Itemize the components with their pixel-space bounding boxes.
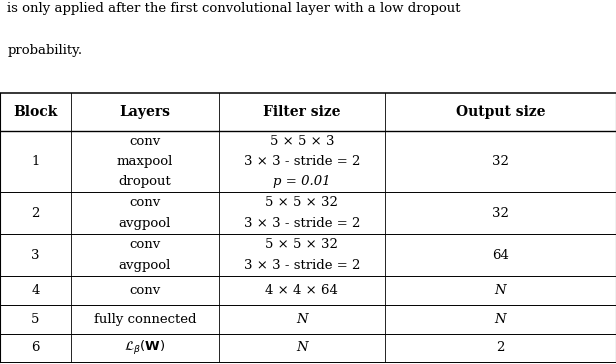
Text: N: N — [495, 284, 506, 297]
Text: Layers: Layers — [120, 105, 170, 119]
Text: maxpool: maxpool — [116, 155, 173, 168]
Text: 5 × 5 × 32: 5 × 5 × 32 — [265, 238, 338, 251]
Text: 5: 5 — [31, 313, 39, 326]
Text: N: N — [296, 341, 307, 354]
Text: is only applied after the first convolutional layer with a low dropout: is only applied after the first convolut… — [7, 2, 461, 15]
Text: 5 × 5 × 3: 5 × 5 × 3 — [270, 135, 334, 148]
Text: avgpool: avgpool — [118, 217, 171, 230]
Text: probability.: probability. — [7, 44, 83, 57]
Text: 32: 32 — [492, 155, 509, 168]
Text: 64: 64 — [492, 249, 509, 262]
Text: Block: Block — [13, 105, 58, 119]
Text: 3 × 3 - stride = 2: 3 × 3 - stride = 2 — [244, 155, 360, 168]
Text: 3 × 3 - stride = 2: 3 × 3 - stride = 2 — [244, 259, 360, 272]
Text: 3 × 3 - stride = 2: 3 × 3 - stride = 2 — [244, 217, 360, 230]
Text: $\mathcal{L}_\beta(\mathbf{W})$: $\mathcal{L}_\beta(\mathbf{W})$ — [124, 339, 166, 357]
Text: 32: 32 — [492, 207, 509, 219]
Text: conv: conv — [129, 135, 160, 148]
Text: 4 × 4 × 64: 4 × 4 × 64 — [265, 284, 338, 297]
Text: 4: 4 — [31, 284, 39, 297]
Text: Output size: Output size — [456, 105, 545, 119]
Text: avgpool: avgpool — [118, 259, 171, 272]
Text: 3: 3 — [31, 249, 39, 262]
Text: N: N — [296, 313, 307, 326]
Text: p = 0.01: p = 0.01 — [273, 175, 331, 189]
Text: conv: conv — [129, 284, 160, 297]
Text: 6: 6 — [31, 341, 39, 354]
Text: conv: conv — [129, 238, 160, 251]
Text: 2: 2 — [496, 341, 505, 354]
Text: 2: 2 — [31, 207, 39, 219]
Text: dropout: dropout — [118, 175, 171, 189]
Text: N: N — [495, 313, 506, 326]
Text: conv: conv — [129, 196, 160, 209]
Text: 5 × 5 × 32: 5 × 5 × 32 — [265, 196, 338, 209]
Text: Filter size: Filter size — [263, 105, 341, 119]
Text: fully connected: fully connected — [94, 313, 196, 326]
Text: 1: 1 — [31, 155, 39, 168]
